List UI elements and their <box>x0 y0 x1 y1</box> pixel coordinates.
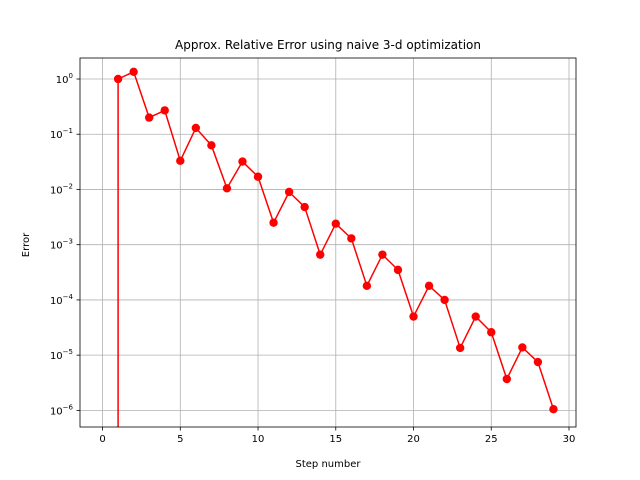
data-point <box>549 405 558 414</box>
y-tick-exponent: −4 <box>63 293 74 301</box>
y-tick-exponent: −1 <box>63 127 73 135</box>
data-point <box>238 157 247 166</box>
data-point <box>113 74 123 84</box>
data-point <box>269 218 278 227</box>
x-axis-label: Step number <box>296 459 362 470</box>
data-point <box>455 343 465 353</box>
data-point <box>191 123 201 133</box>
data-point <box>300 202 309 212</box>
y-axis-label: Error <box>21 232 32 257</box>
chart-title: Approx. Relative Error using naive 3-d o… <box>175 38 481 52</box>
data-point <box>129 67 138 77</box>
series-layer <box>113 67 558 414</box>
y-tick-base: 10 <box>50 241 63 252</box>
y-tick-base: 10 <box>50 130 63 141</box>
y-tick-exponent: 0 <box>69 72 73 80</box>
y-tick-exponent: −5 <box>63 348 73 356</box>
data-point <box>316 250 325 259</box>
x-tick-label: 0 <box>99 434 105 445</box>
data-point <box>471 312 480 321</box>
x-tick-label: 15 <box>329 434 342 445</box>
y-tick-exponent: −6 <box>63 403 74 411</box>
y-tick-label: 10−5 <box>50 348 73 362</box>
data-point <box>176 156 185 166</box>
x-tick-label: 10 <box>252 434 265 445</box>
y-tick-base: 10 <box>56 75 69 86</box>
x-tick-label: 5 <box>177 434 183 445</box>
data-point <box>409 312 418 321</box>
data-point <box>518 343 527 352</box>
data-point <box>284 187 294 197</box>
data-point <box>362 281 372 291</box>
y-tick-label: 10−4 <box>50 293 74 307</box>
x-tick-label: 20 <box>407 434 420 445</box>
y-tick-exponent: −3 <box>63 238 73 246</box>
y-tick-label: 10−6 <box>50 403 74 417</box>
y-tick-label: 10−2 <box>50 182 73 196</box>
data-point <box>393 265 403 275</box>
plot-frame <box>79 57 577 428</box>
y-tick-label: 10−1 <box>50 127 73 141</box>
data-point <box>487 328 496 337</box>
data-point <box>347 234 356 243</box>
data-point <box>253 172 263 181</box>
x-tick-label: 30 <box>563 434 576 445</box>
data-point <box>502 374 512 384</box>
data-point <box>378 250 387 259</box>
data-point <box>533 357 543 367</box>
data-point <box>144 113 154 122</box>
x-tick-label: 25 <box>485 434 498 445</box>
y-tick-base: 10 <box>50 185 63 196</box>
data-point <box>424 281 434 291</box>
x-axis-ticks: 0 5 10 15 20 25 30 <box>99 427 575 445</box>
y-tick-base: 10 <box>50 296 63 307</box>
data-point <box>222 184 232 193</box>
data-point <box>440 295 449 305</box>
grid <box>80 58 576 427</box>
y-tick-base: 10 <box>50 351 63 362</box>
data-point <box>160 106 169 115</box>
data-point <box>331 219 340 228</box>
y-tick-base: 10 <box>50 406 63 417</box>
y-tick-label: 10−3 <box>50 238 73 252</box>
y-tick-label: 100 <box>56 72 73 86</box>
y-tick-exponent: −2 <box>63 182 73 190</box>
data-point <box>207 141 216 150</box>
